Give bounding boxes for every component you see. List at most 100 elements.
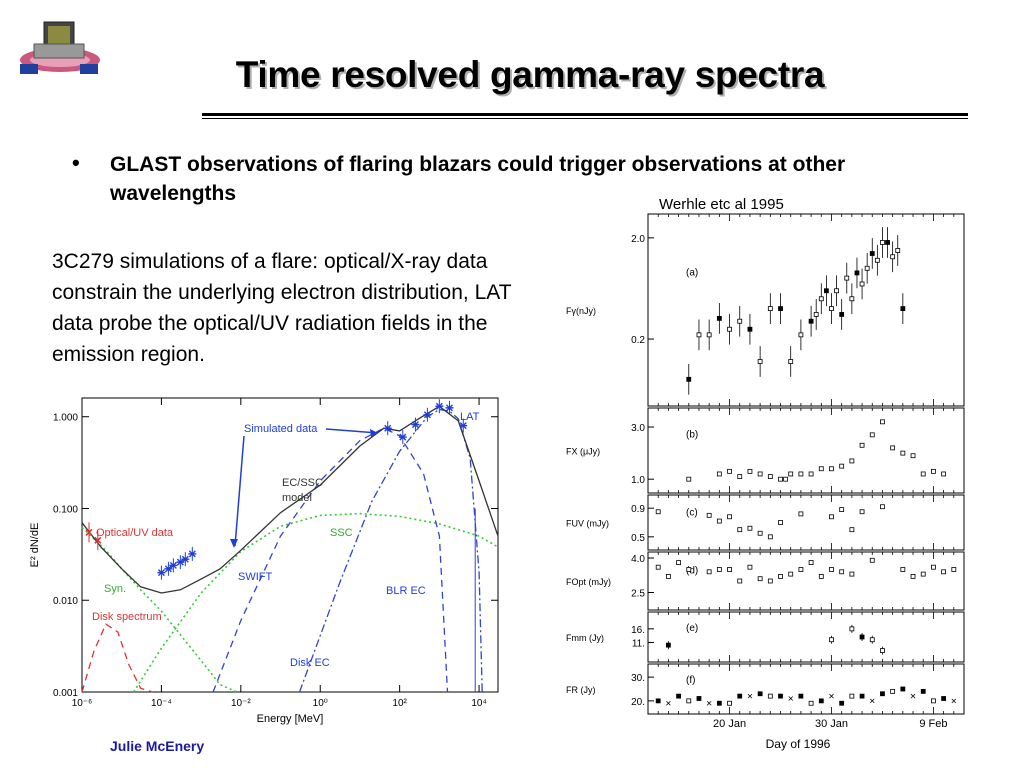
lc-data-point [747, 693, 753, 699]
sed-annotation: Disk EC [290, 657, 330, 669]
lc-data-point [808, 305, 814, 337]
sed-annotation: Optical/UV data [96, 527, 174, 539]
lc-panel-frame [647, 407, 965, 494]
lc-data-point [839, 463, 845, 469]
lc-data-point [716, 567, 722, 572]
lc-panel-label: (f) [686, 675, 695, 686]
sed-data-point [164, 561, 173, 576]
lc-panel-ylabel: Fγ(nJy) [566, 306, 596, 316]
lc-data-point [910, 574, 916, 579]
lc-data-point [849, 283, 855, 315]
lc-data-point [931, 564, 936, 570]
lc-data-point [737, 527, 743, 533]
lc-ytick-label: 0.2 [631, 335, 645, 346]
lc-data-point [778, 476, 783, 482]
lc-panel-label: (e) [686, 623, 698, 634]
lc-data-point [849, 693, 855, 699]
description-text: 3C279 simulations of a flare: optical/X-… [52, 250, 512, 366]
sed-series-line [81, 623, 153, 693]
sed-ytick-label: 1.000 [53, 413, 78, 424]
lc-data-point [829, 567, 834, 572]
lc-data-point [849, 571, 855, 577]
lc-data-point [706, 700, 712, 706]
sed-ytick-label: 0.001 [53, 688, 78, 699]
lc-panel-ylabel: FOpt (mJy) [566, 577, 611, 587]
lc-data-point [890, 241, 896, 273]
lc-data-point [880, 504, 885, 510]
lc-data-point [798, 471, 804, 477]
lc-data-point [706, 569, 712, 575]
lc-data-point [727, 468, 732, 474]
lc-data-point [676, 560, 681, 565]
sed-data-point [157, 565, 166, 580]
lc-ytick-label: 20. [631, 697, 645, 708]
sed-annotation: BLR EC [386, 585, 426, 597]
sed-annotation: Simulated data [244, 423, 318, 435]
sed-data-point [445, 400, 454, 415]
lc-data-point [716, 303, 722, 334]
lc-data-point [767, 474, 773, 479]
sed-data-point [181, 552, 190, 567]
lc-xlabel: Day of 1996 [766, 737, 831, 751]
sed-annotation: SWIFT [238, 571, 272, 583]
lc-panel-frame [647, 663, 965, 715]
lc-data-point [676, 693, 681, 699]
lc-data-point [788, 696, 793, 701]
lc-data-point [839, 299, 845, 330]
lc-data-point [788, 346, 794, 377]
lc-ytick-label: 2.0 [631, 234, 645, 245]
lc-panel-frame [647, 494, 965, 551]
lc-data-point [716, 700, 722, 706]
sed-xtick-label: 10⁻⁶ [72, 698, 93, 709]
sed-data-point [459, 418, 468, 433]
sed-xtick-label: 10⁻² [231, 698, 251, 709]
lc-data-point [900, 293, 906, 324]
lc-panel-ylabel: FR (Jy) [566, 685, 596, 695]
lc-data-point [920, 471, 926, 477]
lc-data-point [778, 693, 783, 699]
sed-optical-point [94, 530, 102, 551]
slide-title: Time resolved gamma-ray spectra [235, 54, 825, 95]
lc-data-point [778, 574, 783, 579]
lc-data-point [727, 514, 732, 520]
sed-xtick-label: 10⁻⁴ [151, 698, 172, 709]
lc-data-point [829, 514, 834, 520]
lc-data-point [874, 244, 880, 276]
lc-data-point [767, 534, 773, 540]
lc-data-point [910, 453, 916, 459]
lc-data-point [767, 293, 773, 324]
lc-data-point [783, 476, 789, 482]
citation: Werhle etc al 1995 [659, 196, 784, 213]
lc-data-point [737, 474, 743, 479]
lc-ytick-label: 2.5 [631, 589, 645, 600]
lc-ytick-label: 1.0 [631, 475, 645, 486]
title-rule-thin [202, 118, 968, 119]
lc-data-point [798, 319, 804, 351]
sed-ytick-label: 0.100 [53, 504, 78, 515]
lc-panel-label: (c) [686, 508, 698, 519]
lc-data-point [666, 700, 671, 706]
lc-data-point [778, 520, 783, 525]
lc-data-point [818, 466, 824, 472]
lc-data-point [951, 698, 957, 704]
lc-data-point [849, 624, 855, 633]
lc-data-point [655, 509, 661, 515]
lc-data-point [706, 512, 712, 518]
lc-data-point [737, 578, 743, 584]
sed-ylabel: E² dN/dE [29, 523, 41, 568]
sed-data-point [188, 546, 197, 561]
sed-arrowhead [230, 539, 238, 548]
lc-data-point [686, 698, 692, 704]
sed-series-line [298, 408, 483, 693]
sed-data-point [411, 417, 420, 432]
lc-data-point [757, 346, 763, 377]
lc-panel-label: (b) [686, 430, 698, 441]
sed-ytick-label: 0.010 [53, 596, 78, 607]
sed-series-line [133, 512, 499, 693]
bullet-text: GLAST observations of flaring blazars co… [110, 153, 846, 205]
lc-data-point [834, 275, 839, 307]
sed-data-point [398, 430, 407, 445]
lc-data-point [757, 530, 763, 536]
sed-annotation: Disk spectrum [92, 611, 162, 623]
lc-data-point [818, 283, 824, 315]
